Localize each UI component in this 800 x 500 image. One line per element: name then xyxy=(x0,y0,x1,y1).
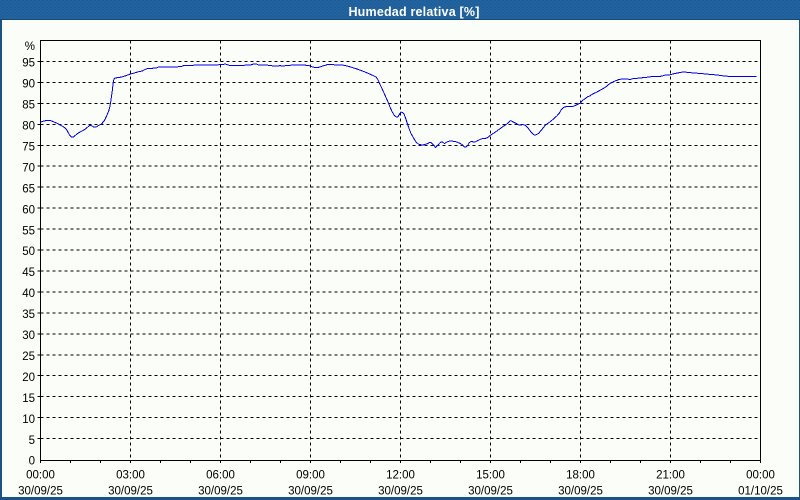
svg-text:60: 60 xyxy=(22,204,35,216)
svg-text:5: 5 xyxy=(29,435,35,447)
svg-text:06:00: 06:00 xyxy=(206,470,235,482)
svg-text:85: 85 xyxy=(22,100,35,112)
svg-text:30/09/25: 30/09/25 xyxy=(468,485,513,497)
svg-text:30/09/25: 30/09/25 xyxy=(378,485,423,497)
svg-text:15:00: 15:00 xyxy=(476,470,505,482)
svg-text:21:00: 21:00 xyxy=(656,470,685,482)
svg-text:20: 20 xyxy=(22,372,35,384)
svg-text:55: 55 xyxy=(22,225,35,237)
svg-text:0: 0 xyxy=(29,456,35,468)
svg-text:30: 30 xyxy=(22,330,35,342)
svg-text:30/09/25: 30/09/25 xyxy=(648,485,693,497)
svg-text:30/09/25: 30/09/25 xyxy=(198,485,243,497)
svg-text:80: 80 xyxy=(22,121,35,133)
svg-text:00:00: 00:00 xyxy=(746,470,775,482)
svg-text:%: % xyxy=(25,41,35,53)
svg-text:65: 65 xyxy=(22,183,35,195)
svg-text:30/09/25: 30/09/25 xyxy=(288,485,333,497)
svg-text:30/09/25: 30/09/25 xyxy=(108,485,153,497)
svg-text:30/09/25: 30/09/25 xyxy=(558,485,603,497)
svg-text:35: 35 xyxy=(22,309,35,321)
svg-text:75: 75 xyxy=(22,141,35,153)
svg-text:30/09/25: 30/09/25 xyxy=(18,485,63,497)
svg-text:12:00: 12:00 xyxy=(386,470,415,482)
svg-text:40: 40 xyxy=(22,288,35,300)
svg-text:09:00: 09:00 xyxy=(296,470,325,482)
svg-text:01/10/25: 01/10/25 xyxy=(738,485,783,497)
svg-text:25: 25 xyxy=(22,351,35,363)
svg-text:03:00: 03:00 xyxy=(116,470,145,482)
svg-text:50: 50 xyxy=(22,246,35,258)
svg-text:18:00: 18:00 xyxy=(566,470,595,482)
svg-text:45: 45 xyxy=(22,267,35,279)
svg-text:10: 10 xyxy=(22,414,35,426)
svg-text:90: 90 xyxy=(22,79,35,91)
svg-text:70: 70 xyxy=(22,162,35,174)
svg-text:15: 15 xyxy=(22,393,35,405)
svg-text:00:00: 00:00 xyxy=(26,470,55,482)
svg-text:95: 95 xyxy=(22,58,35,70)
